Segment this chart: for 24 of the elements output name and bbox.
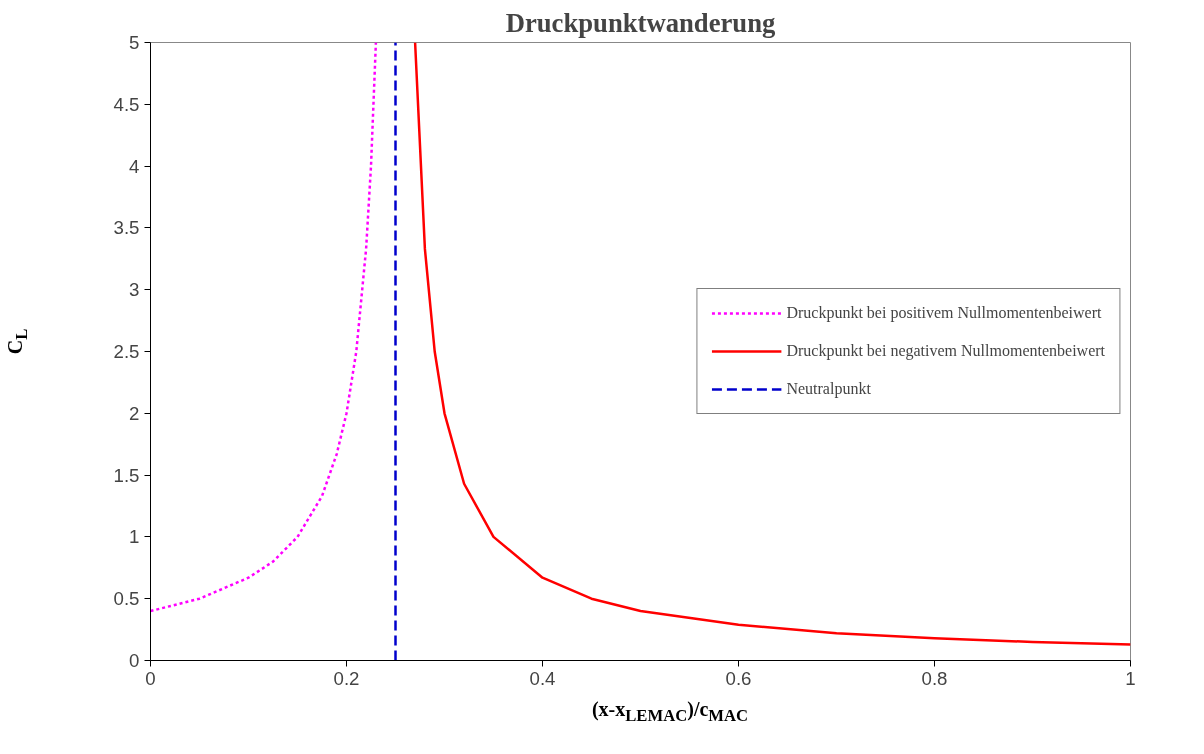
legend-label: Druckpunkt bei positivem Nullmomentenbeiwert (786, 304, 1102, 322)
x-tick-label: 0.2 (333, 667, 360, 689)
x-tick-label: 0 (145, 667, 156, 689)
y-tick-label: 3 (129, 279, 140, 301)
y-tick-label: 3.5 (113, 217, 140, 239)
y-tick-label: 1.5 (113, 464, 140, 486)
x-tick-label: 0.6 (725, 667, 752, 689)
line-series (150, 42, 378, 613)
y-tick-label: 2 (129, 402, 140, 424)
x-tick-label: 1 (1125, 667, 1136, 689)
legend-label: Neutralpunkt (786, 380, 871, 398)
line-series (413, 42, 1131, 646)
y-tick-label: 4 (129, 155, 140, 177)
legend-label: Druckpunkt bei negativem Nullmomentenbeiwert (786, 342, 1105, 360)
y-tick-label: 1 (129, 526, 140, 548)
y-tick-label: 0 (129, 650, 140, 671)
y-tick-label: 0.5 (113, 588, 140, 610)
chart-title: Druckpunktwanderung (505, 7, 776, 38)
x-tick-label: 0.4 (529, 667, 556, 689)
y-tick-label: 4.5 (113, 93, 140, 115)
y-tick-label: 2.5 (113, 341, 140, 362)
x-axis-title: (x-x$_{LEMAC}$)/c$_{MAC}$ (590, 697, 750, 727)
y-tick-label: 5 (129, 32, 140, 53)
x-tick-label: 0.8 (921, 667, 948, 689)
